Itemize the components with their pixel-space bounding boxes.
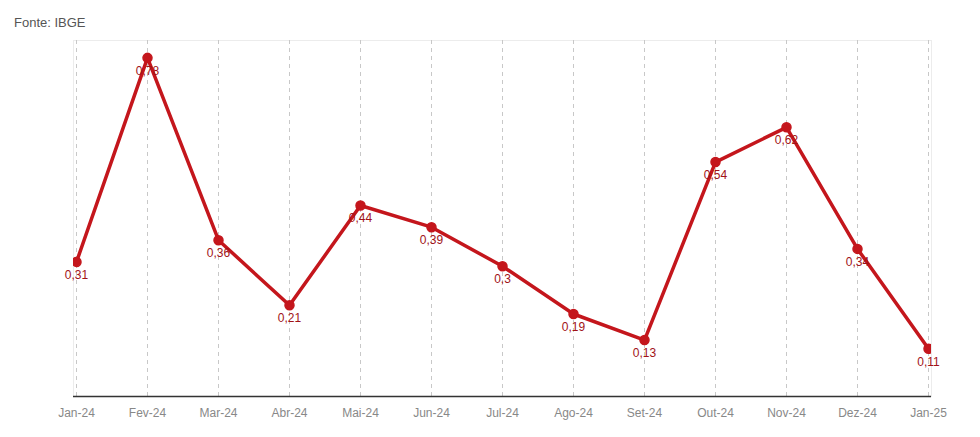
svg-text:Jun-24: Jun-24: [413, 406, 450, 420]
svg-text:0,78: 0,78: [136, 64, 160, 78]
svg-text:Nov-24: Nov-24: [767, 406, 806, 420]
svg-text:Abr-24: Abr-24: [271, 406, 307, 420]
svg-text:0,34: 0,34: [846, 255, 870, 269]
svg-text:0,31: 0,31: [65, 268, 89, 282]
svg-text:Dez-24: Dez-24: [838, 406, 877, 420]
svg-text:0,39: 0,39: [420, 233, 444, 247]
svg-text:Jan-25: Jan-25: [910, 406, 947, 420]
svg-text:Fev-24: Fev-24: [129, 406, 167, 420]
svg-text:Ago-24: Ago-24: [554, 406, 593, 420]
svg-text:Set-24: Set-24: [627, 406, 663, 420]
svg-text:Mai-24: Mai-24: [342, 406, 379, 420]
svg-text:0,21: 0,21: [278, 311, 302, 325]
svg-text:Jan-24: Jan-24: [58, 406, 95, 420]
svg-text:Mar-24: Mar-24: [199, 406, 237, 420]
svg-text:0,19: 0,19: [562, 320, 586, 334]
svg-text:0,13: 0,13: [633, 346, 657, 360]
svg-text:Out-24: Out-24: [697, 406, 734, 420]
svg-text:Jul-24: Jul-24: [486, 406, 519, 420]
svg-text:0,11: 0,11: [917, 355, 940, 369]
svg-text:0,36: 0,36: [207, 246, 231, 260]
html-text:Fonte: IBGE: Fonte: IBGE: [14, 15, 86, 30]
svg-text:0,3: 0,3: [494, 272, 511, 286]
svg-text:0,54: 0,54: [704, 168, 728, 182]
svg-text:0,62: 0,62: [775, 133, 799, 147]
svg-text:0,44: 0,44: [349, 211, 373, 225]
